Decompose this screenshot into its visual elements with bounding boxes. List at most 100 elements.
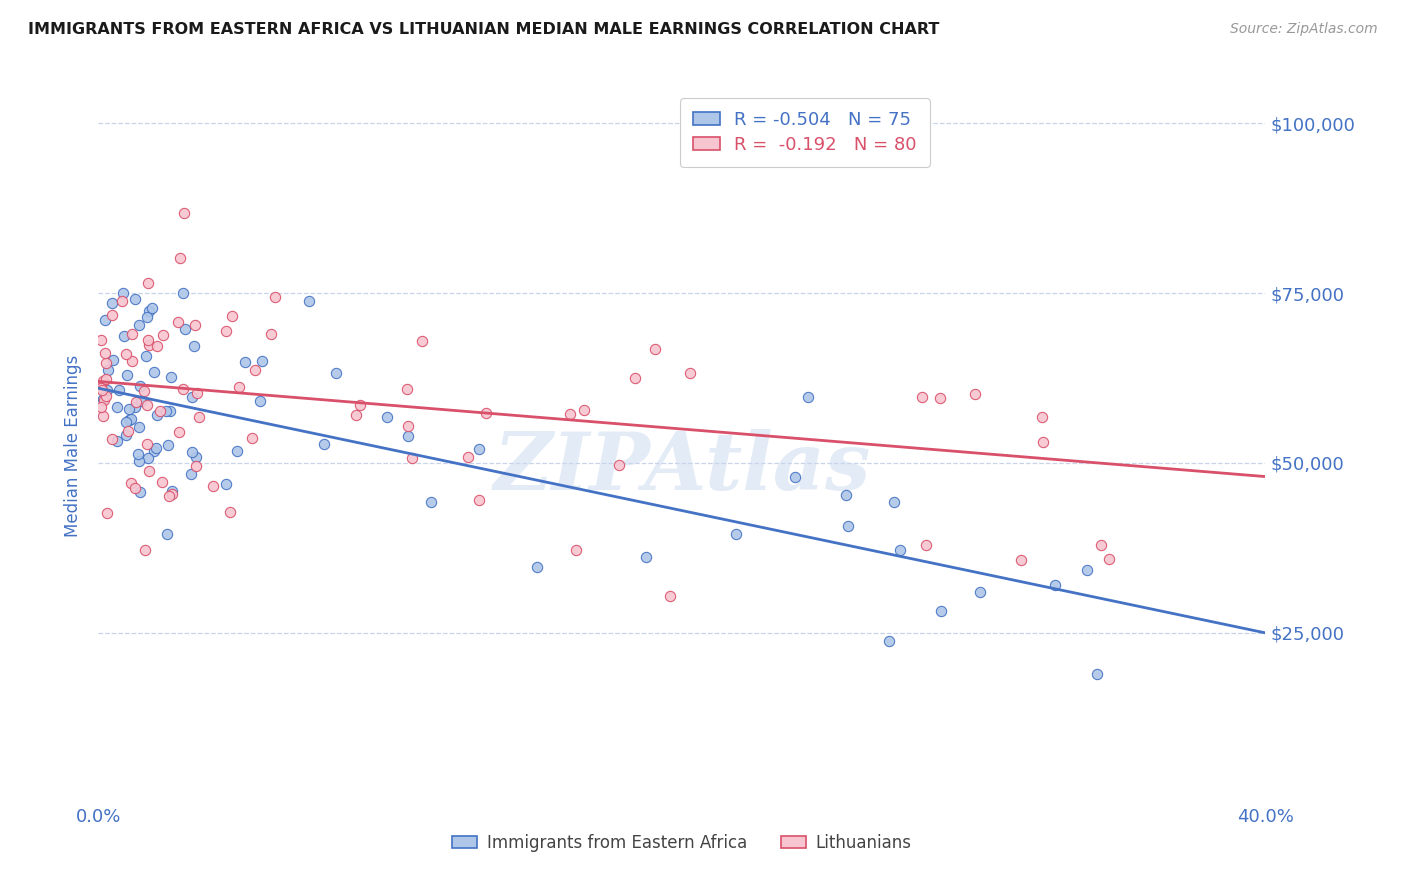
Point [136, 276, 159, 290]
Point [883, 495, 905, 509]
Point [132, 384, 155, 398]
Point [96, 506, 118, 520]
Point [624, 371, 647, 385]
Point [128, 318, 150, 333]
Point [138, 338, 160, 352]
Point [607, 458, 630, 472]
Point [155, 403, 177, 417]
Point [914, 538, 936, 552]
Point [264, 289, 287, 303]
Point [349, 399, 371, 413]
Point [108, 383, 131, 397]
Point [159, 404, 181, 418]
Point [90, 381, 112, 395]
Text: IMMIGRANTS FROM EASTERN AFRICA VS LITHUANIAN MEDIAN MALE EARNINGS CORRELATION CH: IMMIGRANTS FROM EASTERN AFRICA VS LITHUA… [28, 22, 939, 37]
Point [167, 315, 190, 329]
Text: Source: ZipAtlas.com: Source: ZipAtlas.com [1230, 22, 1378, 37]
Point [111, 286, 134, 301]
Point [94, 389, 117, 403]
Point [138, 304, 160, 318]
Point [1085, 667, 1108, 681]
Point [128, 484, 150, 499]
Point [90, 400, 112, 414]
Point [127, 447, 149, 461]
Point [249, 394, 271, 409]
Point [420, 494, 443, 508]
Point [115, 368, 138, 383]
Point [128, 379, 150, 393]
Point [1031, 410, 1053, 425]
Point [184, 458, 207, 473]
Point [97, 362, 120, 376]
Point [475, 406, 498, 420]
Point [156, 526, 179, 541]
Point [969, 585, 991, 599]
Point [174, 322, 197, 336]
Point [1098, 551, 1121, 566]
Point [105, 434, 128, 449]
Point [160, 487, 183, 501]
Point [298, 293, 321, 308]
Legend: Immigrants from Eastern Africa, Lithuanians: Immigrants from Eastern Africa, Lithuani… [446, 828, 918, 859]
Point [156, 437, 179, 451]
Point [141, 301, 163, 315]
Point [120, 476, 142, 491]
Text: ZIPAtlas: ZIPAtlas [494, 429, 870, 506]
Point [134, 542, 156, 557]
Point [124, 400, 146, 414]
Point [240, 431, 263, 445]
Point [124, 482, 146, 496]
Point [146, 408, 169, 422]
Point [91, 409, 114, 423]
Point [785, 470, 807, 484]
Point [396, 429, 419, 443]
Point [314, 436, 336, 450]
Point [644, 342, 666, 356]
Point [135, 349, 157, 363]
Point [201, 479, 224, 493]
Point [797, 390, 820, 404]
Point [114, 416, 136, 430]
Point [395, 382, 418, 396]
Point [1011, 552, 1033, 566]
Point [94, 313, 117, 327]
Point [121, 354, 143, 368]
Point [1032, 435, 1054, 450]
Point [245, 362, 267, 376]
Point [129, 394, 152, 409]
Point [160, 483, 183, 498]
Point [93, 374, 115, 388]
Point [678, 366, 700, 380]
Point [115, 347, 138, 361]
Point [344, 408, 367, 422]
Point [396, 419, 419, 434]
Point [724, 527, 747, 541]
Point [1090, 538, 1112, 552]
Point [150, 475, 173, 489]
Point [111, 293, 134, 308]
Point [325, 366, 347, 380]
Point [149, 403, 172, 417]
Point [135, 310, 157, 324]
Point [221, 310, 243, 324]
Point [93, 393, 115, 408]
Point [125, 394, 148, 409]
Point [93, 346, 115, 360]
Point [564, 542, 586, 557]
Y-axis label: Median Male Earnings: Median Male Earnings [65, 355, 83, 537]
Point [260, 327, 283, 342]
Point [215, 324, 238, 338]
Point [250, 354, 273, 368]
Point [526, 559, 548, 574]
Point [929, 391, 952, 405]
Point [101, 308, 124, 322]
Point [172, 382, 194, 396]
Point [118, 413, 141, 427]
Point [128, 454, 150, 468]
Point [91, 392, 114, 406]
Point [186, 385, 208, 400]
Point [91, 383, 114, 397]
Point [146, 339, 169, 353]
Point [121, 327, 143, 342]
Point [157, 489, 180, 503]
